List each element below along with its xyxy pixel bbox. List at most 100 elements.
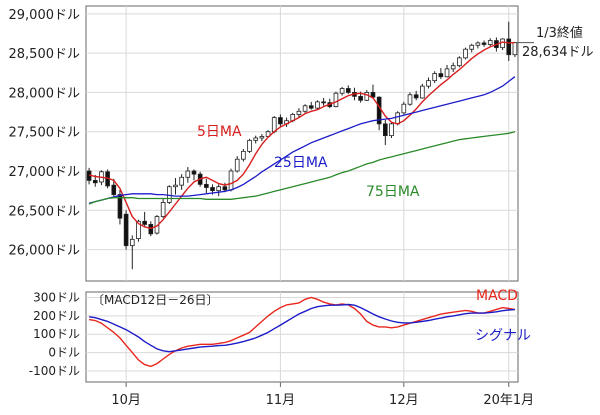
candle [475,41,481,49]
candle-body [339,88,345,94]
candle [167,185,172,204]
candle-body [296,110,302,115]
ma-25-label: 25日MA [274,155,328,171]
candle [401,101,407,115]
macd-label: MACD [476,288,518,304]
candle-body [185,170,191,178]
candle-body [487,40,493,45]
candle-body [222,186,228,191]
candle-body [358,95,363,101]
last-close-date-label: 1/3終値 [536,25,583,41]
candle [296,108,302,118]
candle [420,83,425,99]
macd-tick-label: -100ドル [29,364,80,378]
signal-label: シグナル [475,328,531,344]
candle [450,62,456,72]
candle-body [432,73,437,82]
candle [123,210,129,250]
candle-body [407,94,413,105]
price-plot-frame [85,5,519,282]
candle-body [228,170,234,191]
candle [413,90,419,101]
candle [302,104,308,113]
price-tick-label: 29,000ドル [9,8,81,23]
ma-5-line [88,41,515,230]
signal-line [88,303,515,353]
candle [173,178,178,195]
candle-body [92,180,98,184]
candle [179,174,184,190]
candle [259,134,265,142]
price-tick-label: 27,000ドル [9,165,81,180]
candle-body [345,88,351,93]
candle-body [259,136,265,139]
last-close-value-label: 28,634ドル [522,45,594,60]
ma-75-label: 75日MA [366,184,420,200]
candle-body [413,94,419,99]
price-tick-label: 26,000ドル [9,244,81,259]
macd-title: 〔MACD12日－26日〕 [92,293,219,307]
candle [438,68,444,80]
candle-body [420,85,425,99]
ma-75-line [88,131,516,205]
candle [426,77,431,89]
price-tick-label: 27,500ドル [9,126,81,141]
candle-body [444,68,450,78]
candle-body [173,184,178,188]
macd-tick-label: 300ドル [33,291,80,305]
candle-body [315,101,320,109]
macd-tick-label: 100ドル [33,327,80,341]
candle-body [438,73,444,78]
candle-body [450,65,456,70]
candle [487,38,493,47]
candle [383,119,388,146]
candle [191,169,197,181]
candle [247,138,252,153]
candle-body [167,186,172,203]
price-tick-label: 28,000ドル [9,86,81,101]
candle-body [271,117,277,133]
x-axis: 10月 11月 12月 20年1月 [111,382,534,408]
candle-body [383,123,388,137]
x-tick-label: 12月 [389,393,419,408]
price-tick-label: 26,500ドル [9,204,81,219]
candle-body [457,57,462,67]
candle [444,64,450,78]
candle-body [148,224,154,235]
candle-body [333,92,339,107]
candle [253,135,259,144]
candle-body [191,170,197,175]
candle-body [321,101,326,104]
macd-tick-label: 0ドル [48,346,80,360]
candle-body [123,213,129,247]
candle-body [308,105,314,109]
macd-line [88,296,516,368]
candle [389,122,394,138]
candle [234,156,240,173]
candle [185,167,191,183]
candle-body [463,48,468,59]
candle [321,97,326,106]
candle [315,100,320,110]
candle-body [210,187,215,192]
candle [241,149,246,162]
candle-body [160,202,166,217]
macd-tick-label: 200ドル [33,309,80,323]
candle [129,235,135,270]
candle [160,198,166,219]
candle [345,85,351,94]
candle-body [481,42,487,45]
candle-body [129,238,135,247]
candle-body [278,117,283,125]
candle-body [117,194,123,219]
candle [463,47,468,60]
candle [222,182,228,193]
candle-body [506,38,512,56]
macd-panel: 300ドル 200ドル 100ドル 0ドル -100ドル 〔MACD12日－26日〕 MAC… [29,288,531,383]
candle [228,168,234,192]
candle [333,91,339,108]
candle [142,211,147,228]
candle [216,184,221,197]
candle-body [395,112,400,125]
